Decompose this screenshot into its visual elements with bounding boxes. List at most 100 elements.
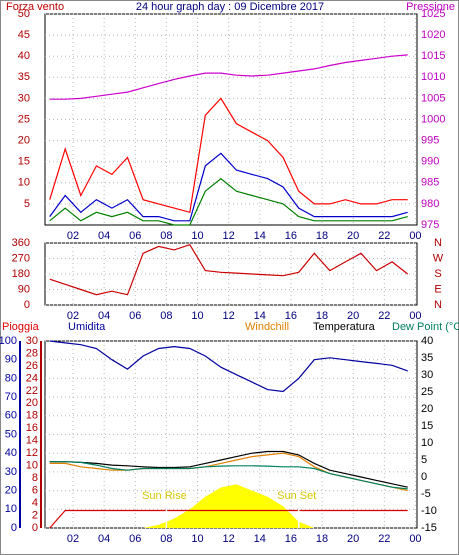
area — [49, 484, 408, 528]
y-tick-label: 0 — [11, 522, 17, 534]
x-tick-label: 04 — [98, 310, 110, 322]
x-tick-label: 16 — [285, 230, 297, 242]
x-tick-label: 14 — [254, 230, 266, 242]
y-tick-label: 10 — [18, 177, 30, 189]
y3-tick-label: 0 — [32, 522, 38, 534]
y2-tick-label: 30 — [421, 369, 433, 381]
y-tick-label: 360 — [12, 237, 30, 249]
line — [49, 509, 408, 529]
y-tick-label: 90 — [18, 283, 30, 295]
x-tick-label: 12 — [223, 533, 235, 545]
x-tick-label: 20 — [347, 230, 359, 242]
x-tick-label: 08 — [160, 533, 172, 545]
series-label: Umidita — [68, 321, 106, 333]
x-tick-label: 08 — [160, 310, 172, 322]
y3-tick-label: 30 — [26, 335, 38, 347]
x-tick-label: 18 — [316, 533, 328, 545]
y2-tick-label: N — [434, 299, 442, 311]
y2-tick-label: W — [433, 252, 444, 264]
x-tick-label: 06 — [129, 533, 141, 545]
y-tick-label: 35 — [18, 71, 30, 83]
y2-tick-label: 995 — [421, 135, 439, 147]
line — [49, 461, 408, 490]
y2-tick-label: 20 — [421, 403, 433, 415]
line — [49, 243, 409, 296]
line — [49, 152, 408, 222]
x-tick-label: 04 — [98, 230, 110, 242]
y-tick-label: 5 — [24, 198, 30, 210]
y2-tick-label: E — [434, 283, 441, 295]
y2-tick-label: 10 — [421, 437, 433, 449]
line — [49, 97, 408, 214]
y2-tick-label: 0 — [421, 471, 427, 483]
y2-tick-label: 1005 — [421, 92, 445, 104]
x-tick-label: 16 — [285, 310, 297, 322]
y-tick-label: 20 — [5, 485, 17, 497]
x-tick-label: 10 — [191, 533, 203, 545]
y3-tick-label: 28 — [26, 347, 38, 359]
y-axis-label: Forza vento — [6, 1, 64, 13]
x-tick-label: 04 — [98, 533, 110, 545]
y3-tick-label: 18 — [26, 410, 38, 422]
y-tick-label: 30 — [18, 92, 30, 104]
x-tick-label: 22 — [378, 533, 390, 545]
y3-tick-label: 20 — [26, 397, 38, 409]
y-tick-label: 40 — [5, 447, 17, 459]
y3-tick-label: 16 — [26, 422, 38, 434]
y3-tick-label: 12 — [26, 447, 38, 459]
series-label: Pioggia — [2, 321, 40, 333]
x-tick-label: 02 — [67, 230, 79, 242]
x-tick-label: 18 — [316, 230, 328, 242]
x-tick-label: 14 — [254, 533, 266, 545]
y2-tick-label: 1000 — [421, 113, 445, 125]
x-tick-label: 00 — [409, 533, 421, 545]
annotation: Sun Rise — [142, 490, 187, 502]
series-label: Temperatura — [313, 321, 376, 333]
y2-tick-label: 990 — [421, 156, 439, 168]
y2-tick-label: N — [434, 237, 442, 249]
line — [49, 54, 408, 100]
y3-tick-label: 26 — [26, 360, 38, 372]
x-tick-label: 20 — [347, 533, 359, 545]
y2-tick-label: 5 — [421, 454, 427, 466]
x-tick-label: 00 — [409, 230, 421, 242]
y2-axis-label: Pressione — [406, 1, 455, 13]
plot-area — [44, 13, 418, 226]
y-tick-label: 40 — [18, 50, 30, 62]
y3-tick-label: 10 — [26, 460, 38, 472]
y-tick-label: 50 — [5, 428, 17, 440]
x-tick-label: 22 — [378, 310, 390, 322]
y2-tick-label: 25 — [421, 386, 433, 398]
y-tick-label: 180 — [12, 268, 30, 280]
y3-tick-label: 24 — [26, 372, 38, 384]
x-tick-label: 16 — [285, 533, 297, 545]
x-tick-label: 12 — [223, 230, 235, 242]
y-tick-label: 270 — [12, 252, 30, 264]
annotation: Sun Set — [277, 490, 316, 502]
y2-tick-label: 1015 — [421, 50, 445, 62]
y-tick-label: 60 — [5, 410, 17, 422]
y2-tick-label: -10 — [421, 505, 437, 517]
chart-title: 24 hour graph day : 09 Dicembre 2017 — [136, 1, 324, 13]
y3-tick-label: 4 — [32, 497, 38, 509]
y-tick-label: 20 — [18, 135, 30, 147]
x-tick-label: 14 — [254, 310, 266, 322]
y2-tick-label: 985 — [421, 177, 439, 189]
y-tick-label: 25 — [18, 113, 30, 125]
x-tick-label: 22 — [378, 230, 390, 242]
y2-tick-label: 1010 — [421, 71, 445, 83]
y3-tick-label: 22 — [26, 385, 38, 397]
y-tick-label: 30 — [5, 466, 17, 478]
x-tick-label: 06 — [129, 230, 141, 242]
x-tick-label: 00 — [409, 310, 421, 322]
y2-tick-label: 980 — [421, 198, 439, 210]
y-tick-label: 100 — [0, 335, 17, 347]
series-label: Windchill — [245, 321, 289, 333]
x-tick-label: 06 — [129, 310, 141, 322]
y2-tick-label: -15 — [421, 522, 437, 534]
x-tick-label: 08 — [160, 230, 172, 242]
x-tick-label: 18 — [316, 310, 328, 322]
y-tick-label: 90 — [5, 354, 17, 366]
x-tick-label: 02 — [67, 310, 79, 322]
y2-tick-label: S — [434, 268, 441, 280]
